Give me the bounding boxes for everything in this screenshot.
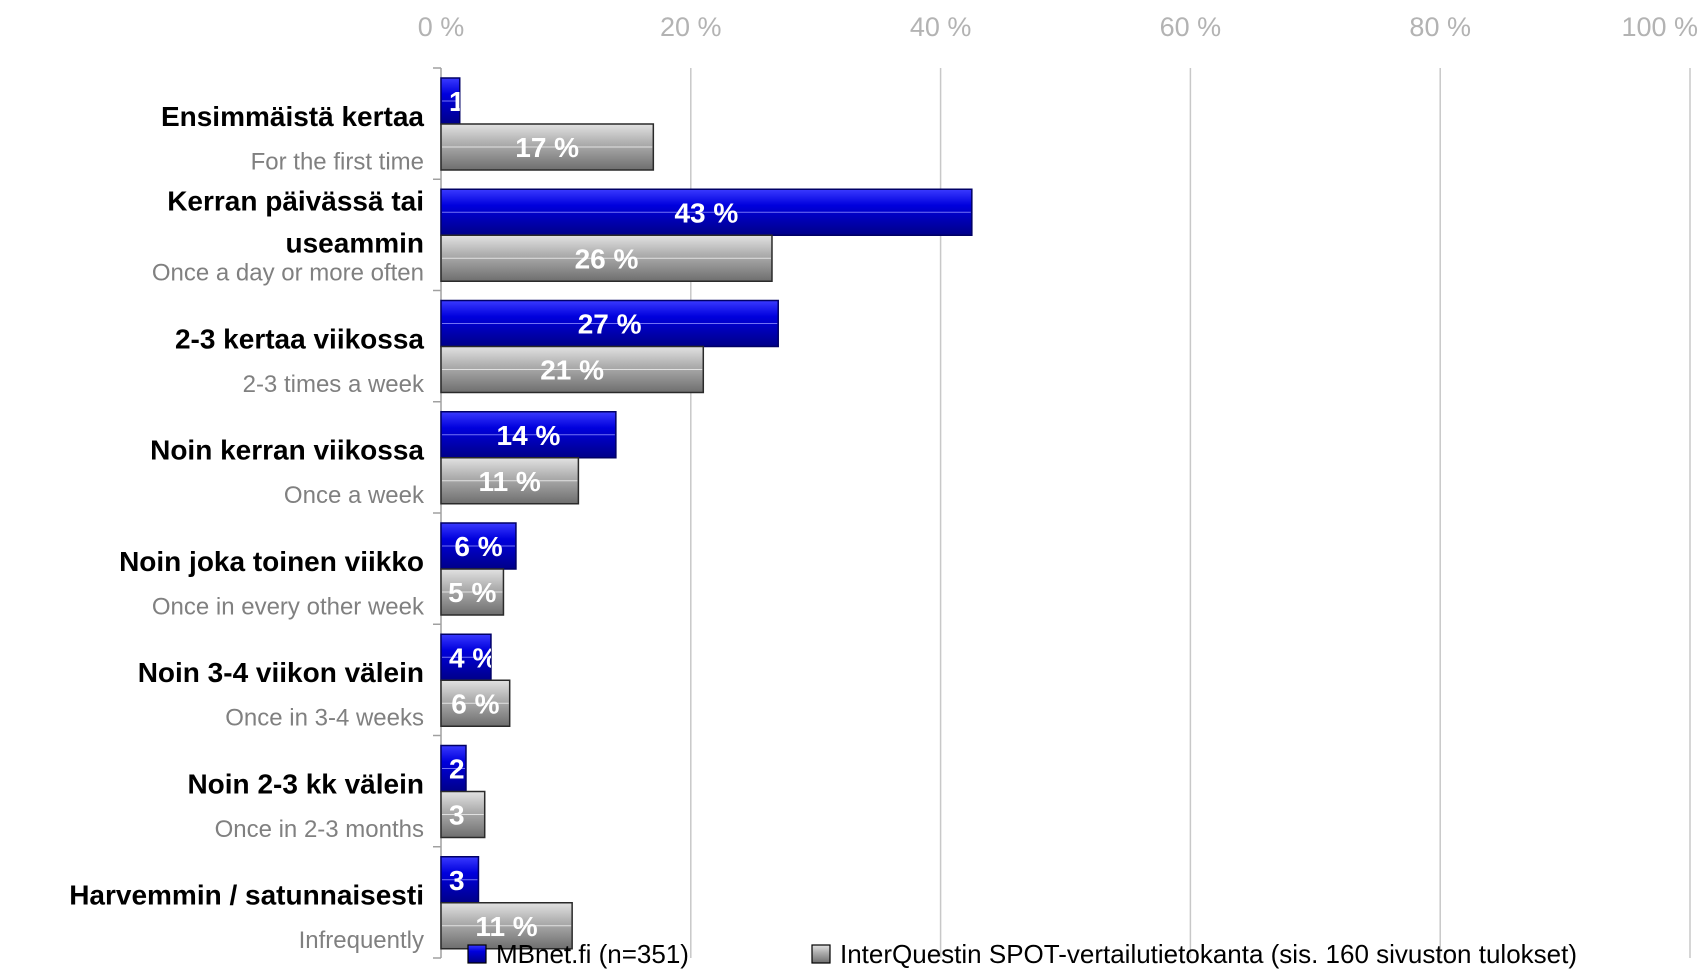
x-tick-label: 60 % <box>1160 12 1222 42</box>
category-label-en: Once a week <box>284 482 425 509</box>
x-tick-label: 100 % <box>1621 12 1698 42</box>
bar-value-label: 11 % <box>475 911 537 942</box>
legend-swatch <box>467 944 487 964</box>
x-tick-label: 80 % <box>1409 12 1471 42</box>
x-tick-label: 0 % <box>418 12 465 42</box>
bar-value-label: 3 <box>449 800 465 831</box>
legend-label: InterQuestin SPOT-vertailutietokanta (si… <box>840 939 1577 969</box>
bar-value-label: 11 % <box>479 466 541 497</box>
bar-value-label: 26 % <box>575 243 639 274</box>
category-label-en: Once in 3-4 weeks <box>225 705 424 732</box>
x-tick-label: 40 % <box>910 12 972 42</box>
category-label-en: Once in 2-3 months <box>215 816 424 843</box>
category-label-en: Infrequently <box>299 927 424 954</box>
bar-value-label: 1 <box>449 86 465 117</box>
legend: MBnet.fi (n=351) InterQuestin SPOT-vertai… <box>467 939 1577 969</box>
x-axis-tick-labels: 0 % 20 % 40 % 60 % 80 % 100 % <box>418 12 1698 42</box>
category-axis <box>433 67 442 959</box>
category-label-fi: Noin 3-4 viikon välein <box>138 657 424 688</box>
bar-value-label: 14 % <box>497 420 561 451</box>
category-label-en: Once in every other week <box>152 593 425 620</box>
x-tick-label: 20 % <box>660 12 722 42</box>
category-label-en: Once a day or more often <box>152 260 424 287</box>
bar-value-label: 5 % <box>448 577 496 608</box>
category-label-en: For the first time <box>251 148 424 175</box>
category-label-fi: Kerran päivässä tai <box>167 185 424 216</box>
legend-swatch <box>811 944 831 964</box>
bar-value-label: 2 <box>449 754 465 785</box>
bar-value-label: 6 % <box>451 688 499 719</box>
category-label-fi: useammin <box>286 227 425 258</box>
bar-value-label: 3 <box>449 865 465 896</box>
category-label-fi: 2-3 kertaa viikossa <box>175 323 424 354</box>
bar-value-label: 27 % <box>578 309 642 340</box>
bars: 1 17 % 43 % 26 % 27 % 21 % 14 % 11 % 6 % 5 % 4 % 6 … <box>440 77 973 950</box>
bar-value-label: 21 % <box>540 355 604 386</box>
legend-label: MBnet.fi (n=351) <box>496 939 689 969</box>
category-label-fi: Noin kerran viikossa <box>150 435 424 466</box>
category-labels: Ensimmäistä kertaa For the first time Kerr… <box>69 101 425 954</box>
category-label-en: 2-3 times a week <box>243 371 425 398</box>
category-label-fi: Noin joka toinen viikko <box>119 546 424 577</box>
category-label-fi: Harvemmin / satunnaisesti <box>69 880 424 911</box>
category-label-fi: Ensimmäistä kertaa <box>161 101 424 132</box>
bar-value-label: 43 % <box>674 197 738 228</box>
bar-value-label: 17 % <box>515 132 579 163</box>
category-label-fi: Noin 2-3 kk välein <box>187 768 424 799</box>
bar-value-label: 4 % <box>449 642 497 673</box>
bar-value-label: 6 % <box>454 531 502 562</box>
